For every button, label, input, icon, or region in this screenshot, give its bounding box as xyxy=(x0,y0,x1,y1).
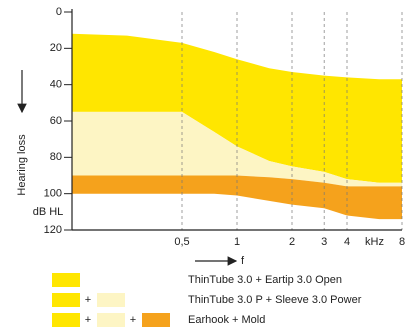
y-tick-label: 40 xyxy=(50,79,62,91)
x-axis-label: f xyxy=(241,255,245,267)
legend-plus: + xyxy=(85,294,91,306)
legend-swatch xyxy=(52,293,80,307)
y-tick-label: 120 xyxy=(44,224,62,236)
y-unit: dB HL xyxy=(33,206,64,218)
y-tick-label: 100 xyxy=(44,188,62,200)
x-unit: kHz xyxy=(365,236,384,248)
legend-label: ThinTube 3.0 P + Sleeve 3.0 Power xyxy=(188,294,362,306)
x-tick-label: 1 xyxy=(234,236,240,248)
y-tick-label: 60 xyxy=(50,115,62,127)
band-area xyxy=(72,175,402,220)
legend-label: Earhook + Mold xyxy=(188,314,265,326)
plot-area xyxy=(72,12,403,230)
legend-plus: + xyxy=(130,314,136,326)
legend: ThinTube 3.0 + Eartip 3.0 Open + ThinTube … xyxy=(52,273,362,327)
legend-swatch xyxy=(142,313,170,327)
y-tick-label: 80 xyxy=(50,151,62,163)
y-tick-label: 20 xyxy=(50,42,62,54)
x-tick-label: 3 xyxy=(321,236,327,248)
legend-swatch xyxy=(97,313,125,327)
y-tick-label: 0 xyxy=(56,6,62,18)
legend-swatch xyxy=(52,273,80,287)
x-tick-label: 4 xyxy=(344,236,350,248)
x-tick-label: 2 xyxy=(289,236,295,248)
legend-label: ThinTube 3.0 + Eartip 3.0 Open xyxy=(188,274,342,286)
band-area xyxy=(72,111,402,187)
legend-swatch xyxy=(52,313,80,327)
legend-swatch xyxy=(97,293,125,307)
x-tick-label: 0,5 xyxy=(174,236,189,248)
y-axis-label: Hearing loss xyxy=(16,134,28,196)
x-tick-label: 8 xyxy=(399,236,405,248)
legend-plus: + xyxy=(85,314,91,326)
